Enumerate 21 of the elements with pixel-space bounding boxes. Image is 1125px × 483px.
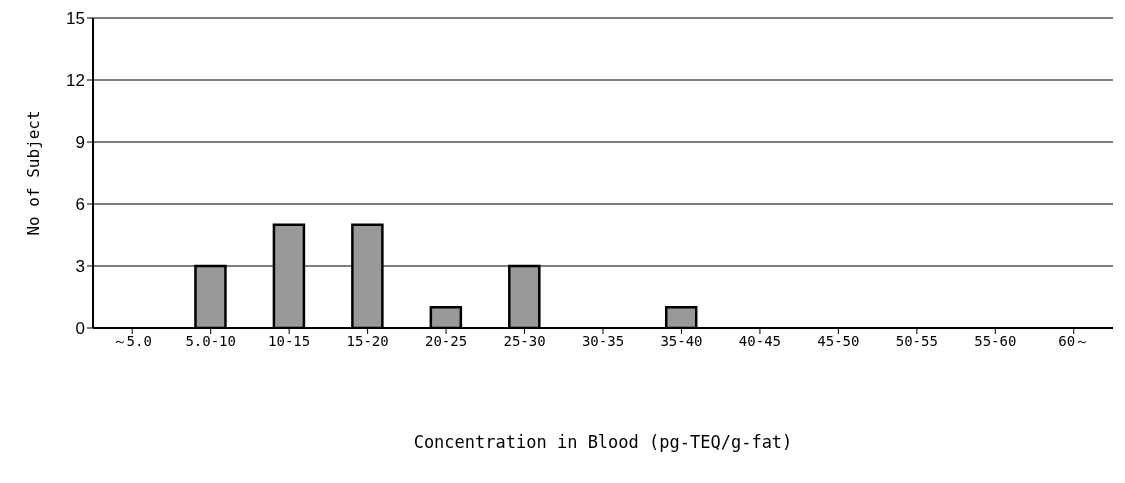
- x-tick-label: 45-50: [817, 332, 860, 349]
- x-tick-label: 35-40: [660, 332, 703, 349]
- y-axis-title: No of Subject: [23, 110, 43, 236]
- x-tick-label: 15-20: [346, 332, 389, 349]
- x-tick-label: 25-30: [503, 332, 546, 349]
- y-tick-label: 3: [75, 257, 85, 277]
- x-tick-label: 60～: [1058, 332, 1090, 349]
- x-tick-label: 30-35: [581, 332, 625, 349]
- x-tick-label: 10-15: [268, 332, 311, 349]
- y-tick-label: 0: [75, 319, 85, 339]
- y-tick-label: 12: [66, 71, 85, 91]
- x-tick-label: 20-25: [425, 332, 468, 349]
- y-tick-label: 15: [66, 9, 85, 29]
- y-tick-label: 9: [75, 133, 85, 153]
- x-tick-label: 55-60: [974, 332, 1017, 349]
- x-axis-title: Concentration in Blood (pg-TEQ/g-fat): [413, 432, 793, 452]
- x-tick-label: 50-55: [895, 332, 938, 349]
- x-tick-label: ～5.0: [112, 332, 152, 349]
- x-tick-label: 40-45: [738, 332, 781, 349]
- y-tick-label: 6: [75, 195, 85, 215]
- x-tick-label: 5.0-10: [185, 332, 236, 349]
